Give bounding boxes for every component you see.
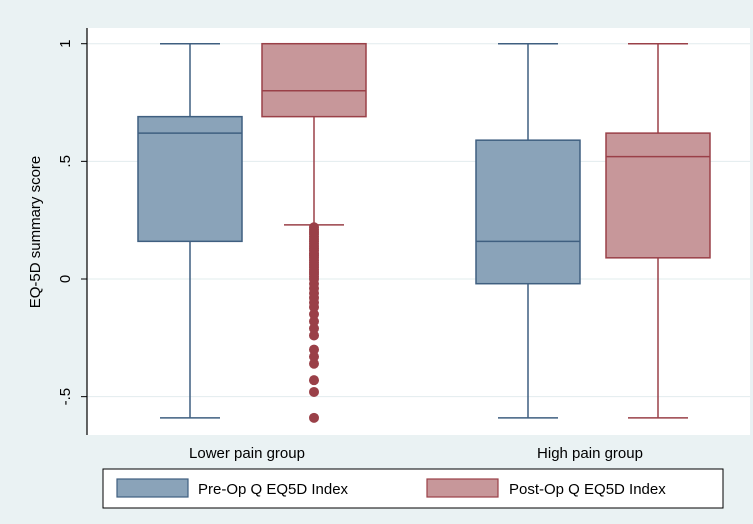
x-tick-label: Lower pain group bbox=[189, 445, 305, 462]
outlier-point bbox=[309, 323, 319, 334]
iqr-box bbox=[261, 42, 367, 118]
box-pre-op-lower-pain bbox=[137, 42, 243, 419]
box-post-op-high-pain bbox=[605, 42, 711, 419]
legend: Pre-Op Q EQ5D Index Post-Op Q EQ5D Index bbox=[102, 468, 724, 509]
x-axis-labels: Lower pain group High pain group bbox=[189, 445, 643, 462]
y-tick-label: 1 bbox=[57, 40, 74, 48]
outlier-point bbox=[309, 412, 319, 423]
y-tick-label: .5 bbox=[57, 155, 74, 168]
boxes bbox=[137, 42, 711, 423]
legend-box bbox=[102, 468, 724, 509]
legend-swatch-post-op bbox=[426, 478, 499, 498]
y-tick-label: -.5 bbox=[57, 388, 74, 406]
x-tick-label: High pain group bbox=[537, 445, 643, 462]
iqr-box bbox=[137, 115, 243, 243]
iqr-box bbox=[605, 132, 711, 259]
outlier-point bbox=[309, 344, 319, 355]
outlier-point bbox=[309, 330, 319, 341]
legend-swatch-pre-op bbox=[116, 478, 189, 498]
outlier-point bbox=[309, 375, 319, 386]
outlier-point bbox=[309, 309, 319, 320]
y-axis: 1 .5 0 -.5 bbox=[57, 28, 88, 435]
legend-label-post-op: Post-Op Q EQ5D Index bbox=[509, 481, 666, 498]
outlier-point bbox=[309, 351, 319, 362]
outlier-point bbox=[309, 316, 319, 327]
box-post-op-lower-pain bbox=[261, 42, 367, 423]
outlier-point bbox=[309, 358, 319, 369]
y-tick-label: 0 bbox=[57, 275, 74, 283]
legend-label-pre-op: Pre-Op Q EQ5D Index bbox=[198, 481, 349, 498]
outlier-point bbox=[309, 386, 319, 397]
outlier-point bbox=[309, 302, 319, 313]
y-axis-title: EQ-5D summary score bbox=[27, 156, 44, 309]
box-pre-op-high-pain bbox=[475, 42, 581, 419]
iqr-box bbox=[475, 139, 581, 285]
